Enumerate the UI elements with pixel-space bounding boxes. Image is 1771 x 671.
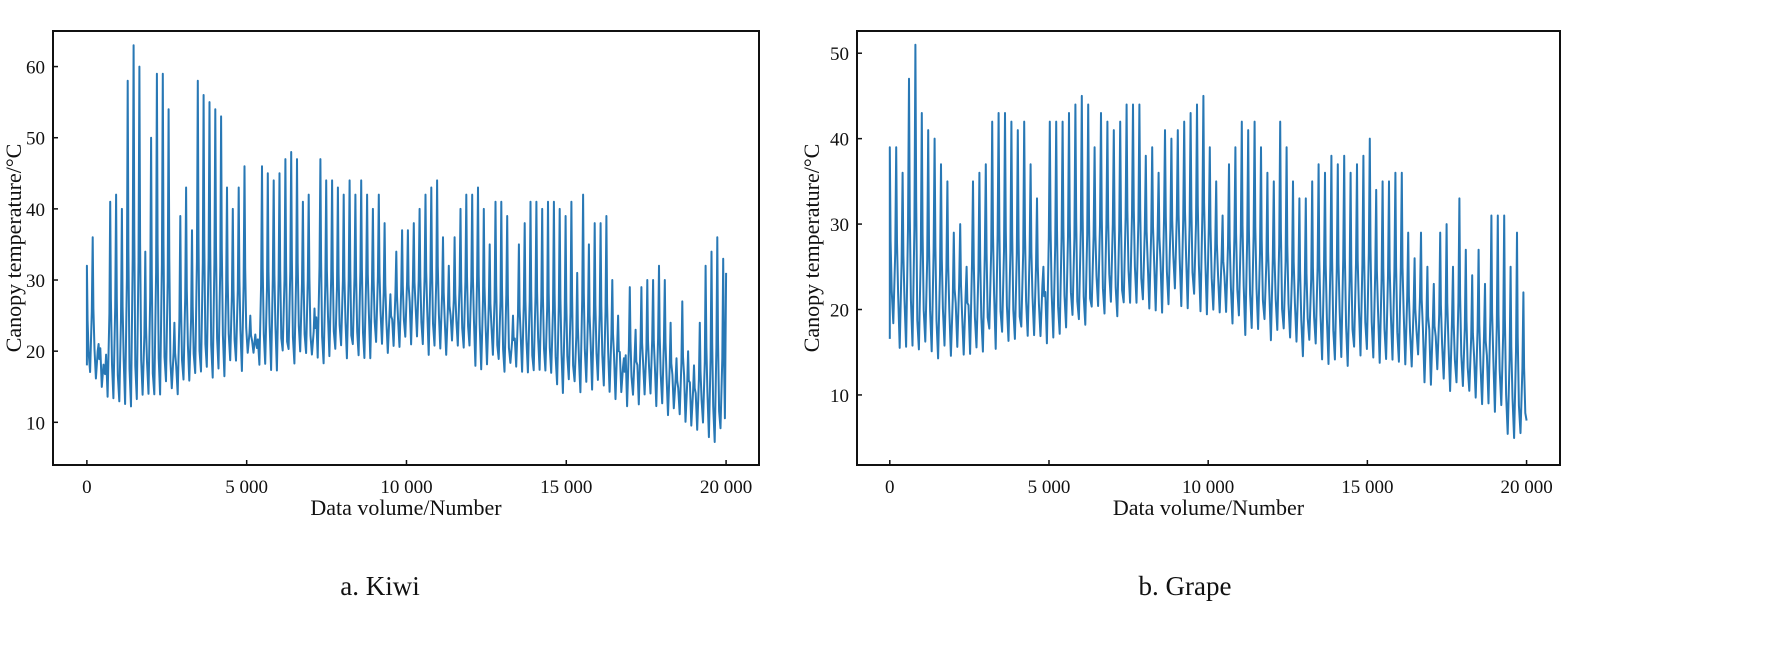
y-tick-label: 60 xyxy=(26,58,45,79)
x-tick-label: 5 000 xyxy=(1028,477,1071,498)
y-axis-label: Canopy temperature/°C xyxy=(799,144,824,353)
x-tick-label: 20 000 xyxy=(700,477,752,498)
kiwi-chart: 0 5 000 10 000 15 000 20 000 10 20 30 40 50 60 Data… xyxy=(1,30,760,520)
x-tick-label: 5 000 xyxy=(225,477,268,498)
y-tick-label: 50 xyxy=(830,44,849,65)
x-tick-label: 10 000 xyxy=(1182,477,1234,498)
x-tick-label: 0 xyxy=(82,477,92,498)
x-tick-label: 15 000 xyxy=(540,477,592,498)
y-tick-label: 40 xyxy=(26,200,45,221)
grape-chart: 0 5 000 10 000 15 000 20 000 10 20 30 40 50 Data v… xyxy=(799,30,1561,520)
series-line-kiwi xyxy=(85,44,728,443)
y-tick-label: 30 xyxy=(26,271,45,292)
x-axis-label: Data volume/Number xyxy=(310,495,502,520)
y-tick-label: 30 xyxy=(830,215,849,236)
x-tick-label: 20 000 xyxy=(1500,477,1552,498)
y-tick-label: 20 xyxy=(830,301,849,322)
grape-caption: b. Grape xyxy=(1139,571,1232,601)
x-tick-label: 0 xyxy=(885,477,895,498)
series-line-grape xyxy=(888,43,1528,439)
y-tick-label: 10 xyxy=(830,386,849,407)
x-tick-label: 15 000 xyxy=(1341,477,1393,498)
x-tick-label: 10 000 xyxy=(380,477,432,498)
x-axis-label: Data volume/Number xyxy=(1113,495,1305,520)
y-axis-label: Canopy temperature/°C xyxy=(1,144,26,353)
y-tick-label: 20 xyxy=(26,342,45,363)
y-tick-label: 10 xyxy=(26,413,45,434)
kiwi-caption: a. Kiwi xyxy=(340,571,419,601)
y-tick-label: 50 xyxy=(26,129,45,150)
y-tick-label: 40 xyxy=(830,130,849,151)
plot-frame xyxy=(52,30,760,466)
